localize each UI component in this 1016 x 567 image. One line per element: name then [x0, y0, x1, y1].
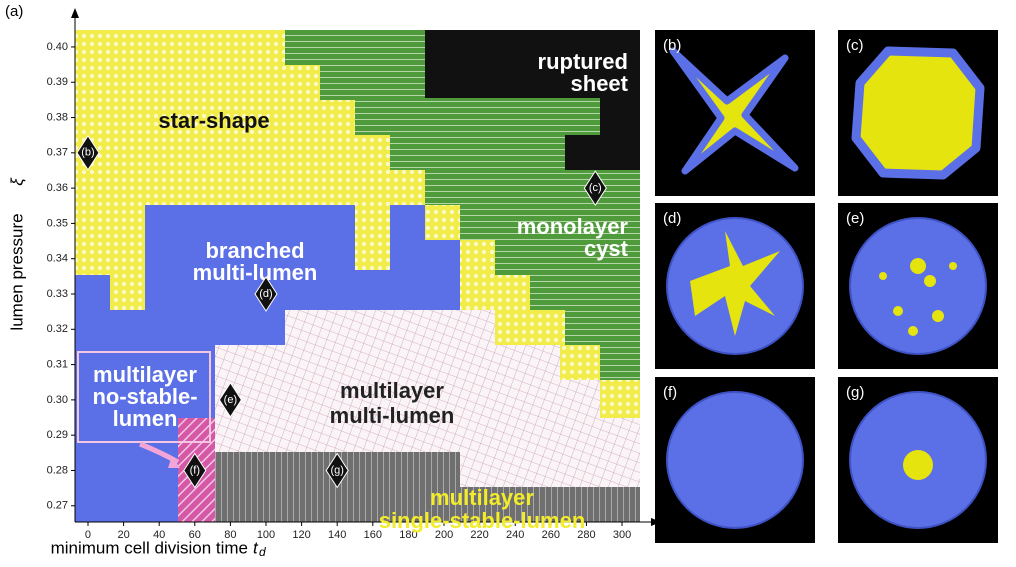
region-label: branched	[205, 238, 304, 263]
y-tick-label: 0.29	[47, 429, 68, 441]
cell-mass	[666, 391, 804, 529]
region-label: multilayer	[430, 485, 534, 510]
lumen	[893, 306, 903, 316]
marker-label: (f)	[190, 464, 200, 476]
arrow	[139, 441, 180, 465]
lumen	[879, 272, 887, 280]
y-tick-label: 0.35	[47, 217, 68, 229]
x-tick-label: 120	[292, 529, 310, 541]
arrow-head	[168, 456, 180, 468]
x-axis-label: minimum cell division time	[51, 538, 248, 557]
cell-mass	[849, 217, 987, 355]
y-axis-arrow	[71, 8, 79, 18]
label-box	[77, 351, 211, 443]
panel-label: (e)	[846, 210, 864, 227]
y-tick-label: 0.40	[47, 41, 68, 53]
marker	[183, 452, 207, 489]
cell-layer	[669, 47, 799, 175]
region-label: single-stable-lumen	[379, 508, 586, 533]
x-tick-label: 20	[117, 529, 129, 541]
region-label: cyst	[584, 236, 629, 261]
y-axis-label: lumen pressure	[7, 213, 26, 330]
region-label: multi-lumen	[330, 403, 455, 428]
y-tick-label: 0.38	[47, 111, 68, 123]
x-tick-label: 80	[224, 529, 236, 541]
lumen	[908, 326, 918, 336]
x-tick-label: 140	[328, 529, 346, 541]
marker-label: (d)	[259, 288, 272, 300]
x-axis-subscript: d	[259, 545, 266, 559]
region-single-lumen	[215, 452, 640, 522]
region-label: no-stable-	[92, 384, 197, 409]
y-tick-label: 0.31	[47, 358, 68, 370]
marker	[218, 381, 242, 418]
y-axis-symbol: ξ	[7, 177, 26, 186]
y-tick-label: 0.37	[47, 147, 68, 159]
panel-label: (c)	[846, 37, 864, 54]
region-label: lumen	[113, 406, 178, 431]
region-label: monolayer	[517, 214, 629, 239]
marker	[254, 276, 278, 312]
panel-label: (g)	[846, 384, 864, 401]
marker	[76, 134, 100, 171]
x-tick-label: 300	[613, 529, 631, 541]
x-tick-label: 200	[435, 529, 453, 541]
cell-layer	[851, 46, 985, 180]
lumen	[949, 262, 957, 270]
marker-label: (b)	[81, 147, 94, 159]
marker	[583, 170, 607, 207]
y-tick-label: 0.32	[47, 323, 68, 335]
y-tick-label: 0.28	[47, 464, 68, 476]
panel-label: (f)	[663, 384, 677, 401]
x-tick-label: 40	[153, 529, 165, 541]
y-tick-label: 0.27	[47, 500, 68, 512]
lumen	[903, 450, 933, 480]
region-multi-lumen	[215, 310, 640, 487]
x-tick-label: 60	[189, 529, 201, 541]
marker-label: (c)	[589, 182, 602, 194]
x-axis-symbol: t	[253, 538, 259, 557]
x-tick-label: 180	[399, 529, 417, 541]
lumen	[932, 310, 944, 322]
region-label: multilayer	[93, 362, 197, 387]
lumen	[910, 258, 926, 274]
panel-label: (d)	[663, 210, 681, 227]
lumen	[690, 231, 780, 336]
region-label: multi-lumen	[193, 260, 318, 285]
region-monolayer	[285, 30, 640, 380]
y-tick-label: 0.34	[47, 253, 68, 265]
x-tick-label: 100	[257, 529, 275, 541]
lumen	[924, 275, 936, 287]
y-tick-label: 0.30	[47, 394, 68, 406]
x-tick-label: 260	[542, 529, 560, 541]
panel-label: (a)	[5, 3, 23, 20]
marker-label: (g)	[330, 464, 343, 476]
phase-regions	[75, 30, 640, 522]
y-tick-label: 0.36	[47, 182, 68, 194]
region-label: ruptured	[538, 49, 628, 74]
y-tick-label: 0.39	[47, 76, 68, 88]
x-tick-label: 0	[85, 529, 91, 541]
marker-label: (e)	[224, 394, 237, 406]
region-label: sheet	[571, 71, 629, 96]
region-label: multilayer	[340, 378, 444, 403]
x-tick-label: 240	[506, 529, 524, 541]
x-tick-label: 220	[470, 529, 488, 541]
x-tick-label: 280	[577, 529, 595, 541]
y-tick-label: 0.33	[47, 288, 68, 300]
marker	[325, 452, 349, 489]
x-tick-label: 160	[364, 529, 382, 541]
panel-label: (b)	[663, 37, 681, 54]
region-label: star-shape	[158, 108, 269, 133]
